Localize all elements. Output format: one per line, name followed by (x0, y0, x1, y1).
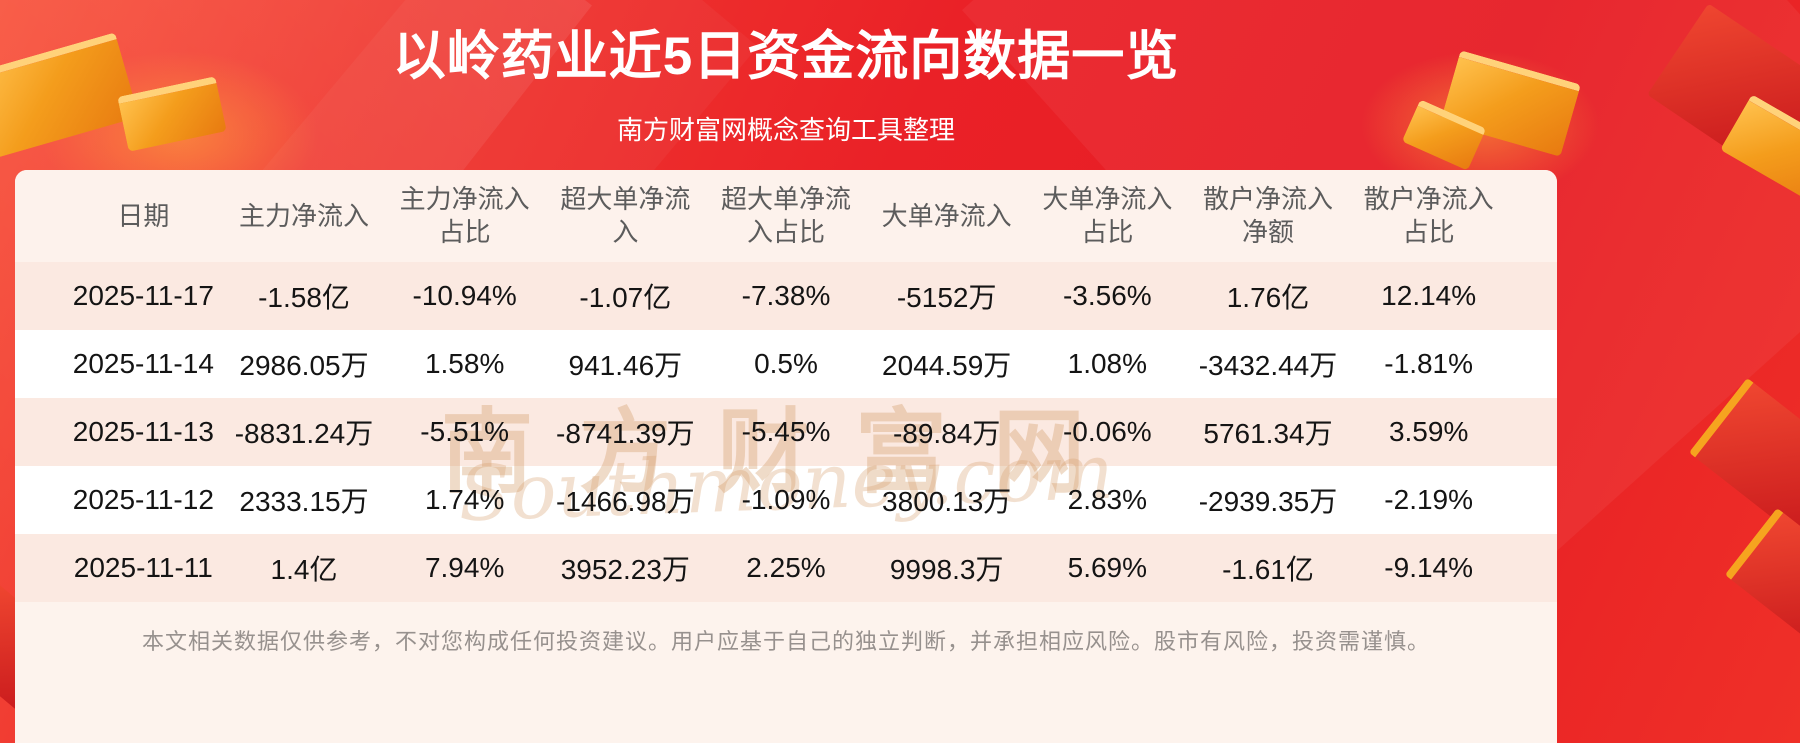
disclaimer: 本文相关数据仅供参考，不对您构成任何投资建议。用户应基于自己的独立判断，并承担相… (15, 602, 1557, 743)
table-header-row: 日期 主力净流入 主力净流入 占比 超大单净流入超大单净流 入占比 大单净流入 大单净流入 占比… (63, 170, 1509, 262)
column-header: 大单净流入 (881, 200, 1012, 231)
row-stripe (15, 330, 1557, 398)
table-row: 2025-11-11 1.4亿 7.94% 3952.23万 2.25% 9998.3万 5… (63, 534, 1509, 602)
watermark-cn-text: 南方财富网 (440, 402, 1132, 504)
value-cell: 941.46万 (568, 350, 683, 381)
disclaimer-text: 本文相关数据仅供参考，不对您构成任何投资建议。用户应基于自己的独立判断，并承担相… (141, 629, 1430, 654)
value-cell: 3800.13万 (882, 486, 1012, 517)
page-header: 以岭药业近5日资金流向数据一览 南方财富网概念查询工具整理 (0, 0, 1572, 147)
row-stripe (15, 466, 1557, 534)
value-cell: 9998.3万 (889, 554, 1004, 585)
value-cell: 0.5% (754, 348, 818, 379)
value-cell: 1.58% (424, 348, 505, 379)
value-cell: 1.76亿 (1226, 282, 1310, 313)
value-cell: -2939.35万 (1198, 486, 1338, 517)
row-stripe (15, 398, 1557, 466)
row-stripes (15, 170, 1557, 602)
value-cell: -7.38% (741, 280, 831, 311)
table-row: 2025-11-14 2986.05万 1.58% 941.46万 0.5% 2044.5… (63, 330, 1509, 398)
date-cell: 2025-11-11 (73, 552, 213, 583)
value-cell: -1.09% (741, 484, 831, 515)
column-header: 大单净流入 占比 (1042, 184, 1173, 247)
column-header: 主力净流入 (238, 200, 369, 231)
value-cell: -1466.98万 (556, 486, 695, 517)
value-cell: -1.61亿 (1222, 554, 1314, 585)
value-cell: 5761.34万 (1203, 418, 1333, 449)
value-cell: 3.59% (1388, 416, 1469, 447)
value-cell: -8741.39万 (556, 418, 695, 449)
value-cell: -1.58亿 (258, 282, 350, 313)
date-cell: 2025-11-17 (72, 280, 214, 311)
date-cell: 2025-11-13 (72, 416, 214, 447)
value-cell: 3952.23万 (560, 554, 690, 585)
fund-flow-table: 日期 主力净流入 主力净流入 占比 超大单净流入超大单净流 入占比 大单净流入 大单净流入 占比… (15, 170, 1557, 602)
value-cell: 2.25% (746, 552, 826, 583)
value-cell: 5.69% (1067, 552, 1148, 583)
value-cell: -1.81% (1384, 348, 1474, 379)
value-cell: -3432.44万 (1198, 350, 1338, 381)
value-cell: -89.84万 (892, 418, 1001, 449)
column-header: 散户净流入 占比 (1363, 184, 1494, 247)
value-cell: 1.08% (1067, 348, 1148, 379)
column-header: 散户净流入 净额 (1202, 184, 1333, 247)
column-header: 超大单净流入 (560, 184, 691, 247)
table-row: 2025-11-12 2333.15万 1.74% -1466.98万 -1.09% 38… (63, 466, 1509, 534)
value-cell: 2333.15万 (239, 486, 369, 517)
value-cell: -5.51% (420, 416, 510, 447)
value-cell: 12.14% (1381, 280, 1477, 311)
page-title: 以岭药业近5日资金流向数据一览 (392, 27, 1180, 86)
value-cell: 2986.05万 (239, 350, 369, 381)
value-cell: 2044.59万 (882, 350, 1012, 381)
table-body: 2025-11-17 -1.58亿 -10.94% -1.07亿 -7.38% -5152… (63, 262, 1509, 602)
watermark: 南方财富网 Southmoney.com (15, 170, 1557, 602)
value-cell: -3.56% (1062, 280, 1152, 311)
column-header: 超大单净流 入占比 (720, 184, 851, 247)
value-cell: 1.4亿 (270, 554, 338, 585)
value-cell: -1.07亿 (579, 282, 672, 313)
value-cell: -9.14% (1384, 552, 1474, 583)
column-header: 主力净流入 占比 (399, 184, 530, 247)
value-cell: 7.94% (424, 552, 505, 583)
value-cell: -5.45% (741, 416, 831, 447)
row-stripe (15, 262, 1557, 330)
date-cell: 2025-11-14 (72, 348, 214, 379)
value-cell: -0.06% (1062, 416, 1152, 447)
value-cell: -2.19% (1384, 484, 1474, 515)
value-cell: -8831.24万 (234, 418, 374, 449)
date-cell: 2025-11-12 (72, 484, 214, 515)
table-row: 2025-11-17 -1.58亿 -10.94% -1.07亿 -7.38% -5152… (63, 262, 1509, 330)
page-subtitle: 南方财富网概念查询工具整理 (616, 115, 955, 145)
table-row: 2025-11-13 -8831.24万 -5.51% -8741.39万 -5.45%… (63, 398, 1509, 466)
row-stripe (15, 534, 1557, 602)
value-cell: 2.83% (1067, 484, 1148, 515)
value-cell: -5152万 (896, 282, 997, 313)
data-card: 南方财富网 Southmoney.com 日期 主力净流入 主力净流入 占比 超大单净流… (15, 170, 1557, 602)
value-cell: 1.74% (424, 484, 505, 515)
column-header: 日期 (117, 200, 170, 231)
value-cell: -10.94% (412, 280, 517, 311)
